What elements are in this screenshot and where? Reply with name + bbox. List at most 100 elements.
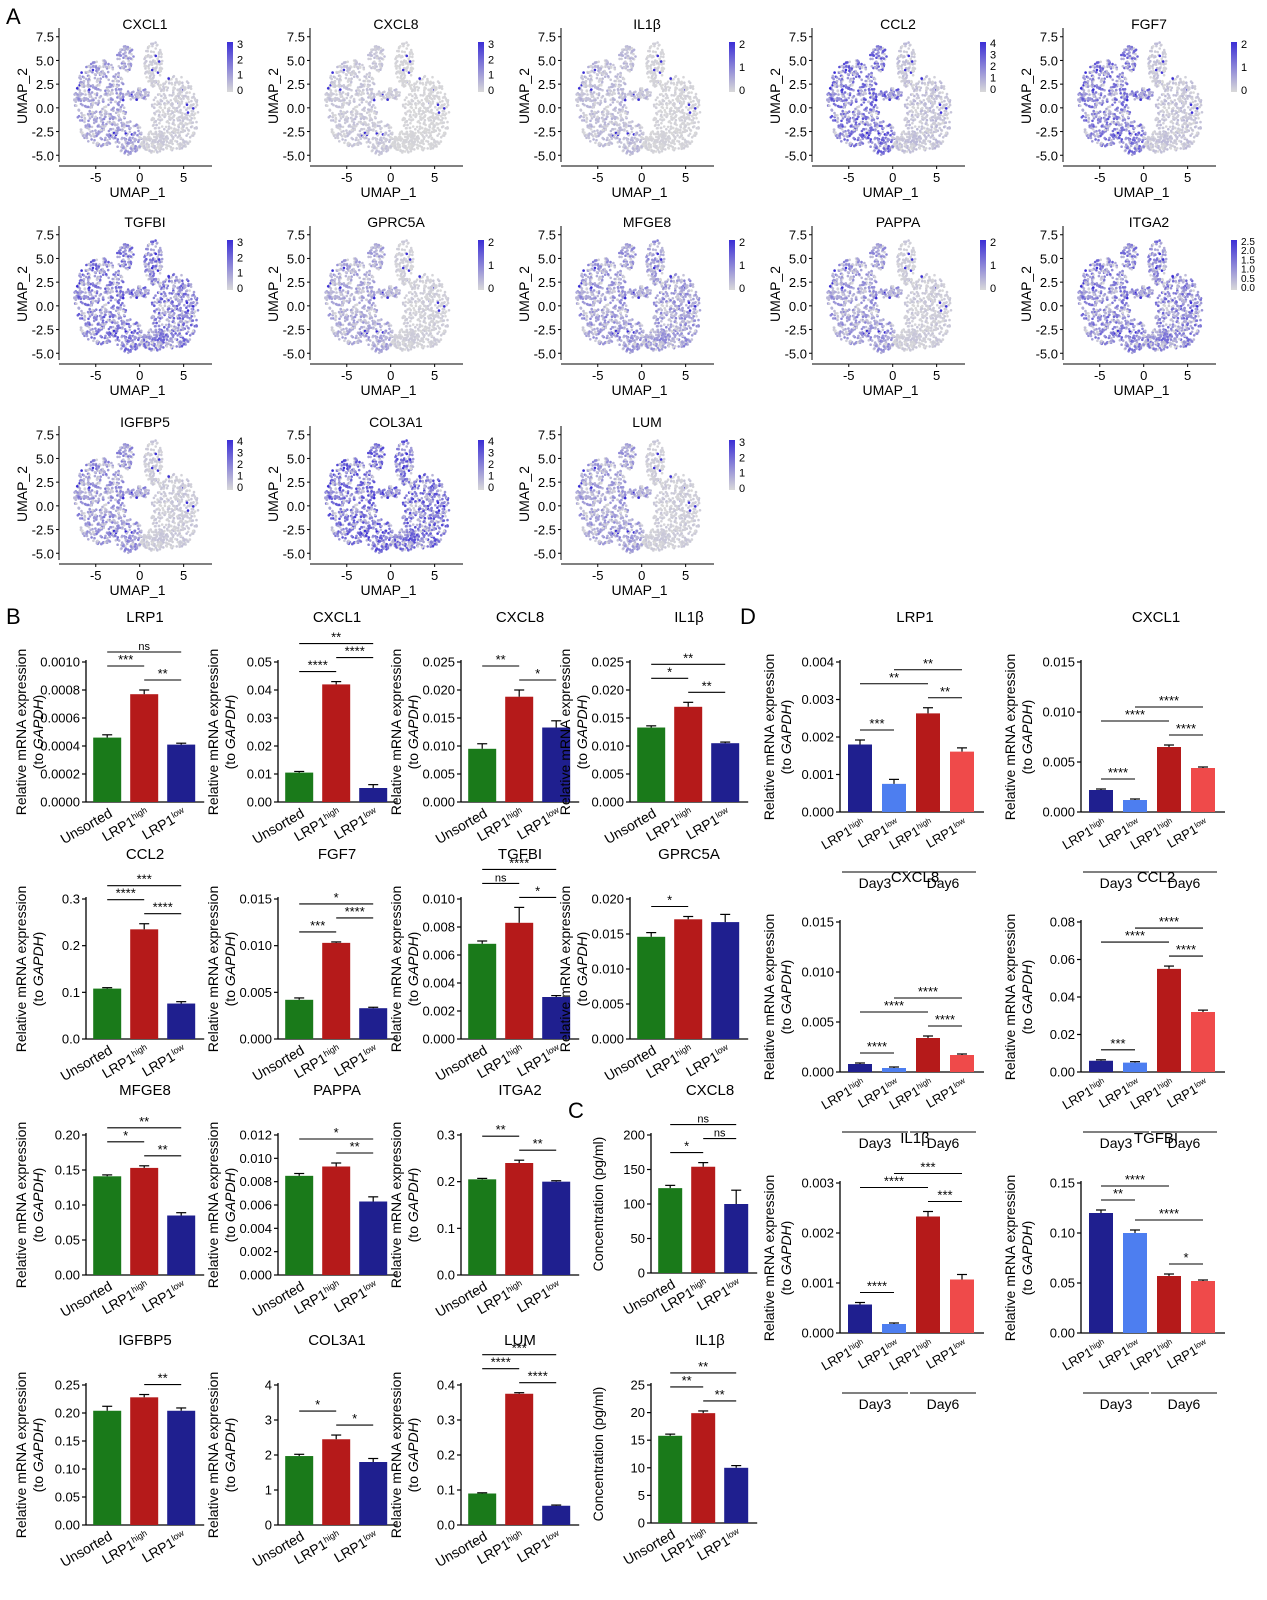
umap-cell xyxy=(439,140,442,143)
umap-cell xyxy=(148,45,151,48)
umap-cell xyxy=(79,75,82,78)
umap-cell xyxy=(159,51,162,54)
umap-cell xyxy=(661,150,664,153)
umap-cell xyxy=(386,123,389,126)
umap-cell xyxy=(862,117,865,120)
umap-cell xyxy=(132,55,135,58)
umap-cell xyxy=(695,93,698,96)
umap-cell xyxy=(138,145,141,148)
umap-cell xyxy=(837,117,840,120)
umap-cell xyxy=(643,141,646,144)
umap-cell xyxy=(860,134,863,137)
umap-cell xyxy=(327,93,330,96)
umap-cell xyxy=(182,130,185,133)
umap-cell xyxy=(84,117,87,120)
umap-cell xyxy=(402,79,405,82)
umap-cell xyxy=(694,121,697,124)
umap-cell xyxy=(345,97,348,100)
umap-cell xyxy=(826,99,829,102)
umap-cell xyxy=(186,103,189,106)
umap-cell xyxy=(135,96,138,99)
umap-cell xyxy=(432,81,435,84)
umap-cell xyxy=(343,101,346,104)
umap-cell xyxy=(656,139,659,142)
umap-cell xyxy=(857,110,860,113)
umap-cell xyxy=(589,120,592,123)
umap-cell xyxy=(631,139,634,142)
umap-cell xyxy=(399,45,402,48)
umap-cell xyxy=(847,97,850,100)
umap-cell xyxy=(131,95,134,98)
umap-cell xyxy=(404,150,407,153)
umap-cell xyxy=(586,124,589,127)
umap-cell xyxy=(433,84,436,87)
umap-cell xyxy=(351,145,354,148)
umap-cell xyxy=(79,78,82,81)
umap-cell xyxy=(855,99,858,102)
umap-cell xyxy=(679,119,682,122)
umap-cell xyxy=(662,56,665,59)
umap-cell xyxy=(863,84,866,87)
umap-cell xyxy=(839,71,842,74)
umap-cell xyxy=(650,131,653,134)
umap-cell xyxy=(121,124,124,127)
umap-cell xyxy=(127,125,130,128)
umap-cell xyxy=(611,128,614,131)
umap-cell xyxy=(93,122,96,125)
umap-cell xyxy=(414,128,417,131)
umap-cell xyxy=(596,73,599,76)
umap-cell xyxy=(146,144,149,147)
umap-cell xyxy=(135,98,138,101)
umap-cell xyxy=(361,84,364,87)
umap-cell xyxy=(153,99,156,102)
umap-cell xyxy=(373,99,376,102)
umap-cell xyxy=(841,78,844,81)
umap-cell xyxy=(356,66,359,69)
umap-cell xyxy=(108,115,111,118)
umap-cell xyxy=(844,126,847,129)
umap-cell xyxy=(864,80,867,83)
umap-cell xyxy=(124,51,127,54)
umap-cell xyxy=(388,130,391,133)
umap-cell xyxy=(618,129,621,132)
umap-cell xyxy=(429,126,432,129)
umap-cell xyxy=(874,143,877,146)
umap-cell xyxy=(100,73,103,76)
umap-cell xyxy=(841,76,844,79)
umap-cell xyxy=(190,100,193,103)
umap-cell xyxy=(858,105,861,108)
umap-cell xyxy=(155,110,158,113)
umap-cell xyxy=(145,71,148,74)
umap-cell xyxy=(83,121,86,124)
umap-cell xyxy=(152,124,155,127)
umap-cell xyxy=(605,118,608,121)
umap-cell xyxy=(161,118,164,121)
umap-cell xyxy=(104,110,107,113)
umap-cell xyxy=(677,100,680,103)
umap-cell xyxy=(845,65,848,68)
umap-cell xyxy=(110,84,113,87)
umap-cell xyxy=(439,91,442,94)
umap-cell xyxy=(862,86,865,89)
umap-cell xyxy=(621,92,624,95)
umap-cell xyxy=(89,117,92,120)
umap-cell xyxy=(829,87,832,90)
umap-cell xyxy=(585,121,588,124)
umap-cell xyxy=(129,63,132,66)
umap-cell xyxy=(412,125,415,128)
umap-cell xyxy=(415,107,418,110)
umap-cell xyxy=(842,117,845,120)
umap-cell xyxy=(834,114,837,117)
umap-cell xyxy=(669,77,672,80)
umap-cell xyxy=(169,139,172,142)
umap-cell xyxy=(862,128,865,131)
umap-cell xyxy=(653,117,656,120)
umap-cell xyxy=(351,129,354,132)
umap-cell xyxy=(148,70,151,73)
umap-cell xyxy=(178,83,181,86)
umap-cell xyxy=(396,50,399,53)
umap-cell xyxy=(96,144,99,147)
umap-cell xyxy=(638,134,641,137)
umap-cell xyxy=(177,119,180,122)
umap-cell xyxy=(890,141,893,144)
